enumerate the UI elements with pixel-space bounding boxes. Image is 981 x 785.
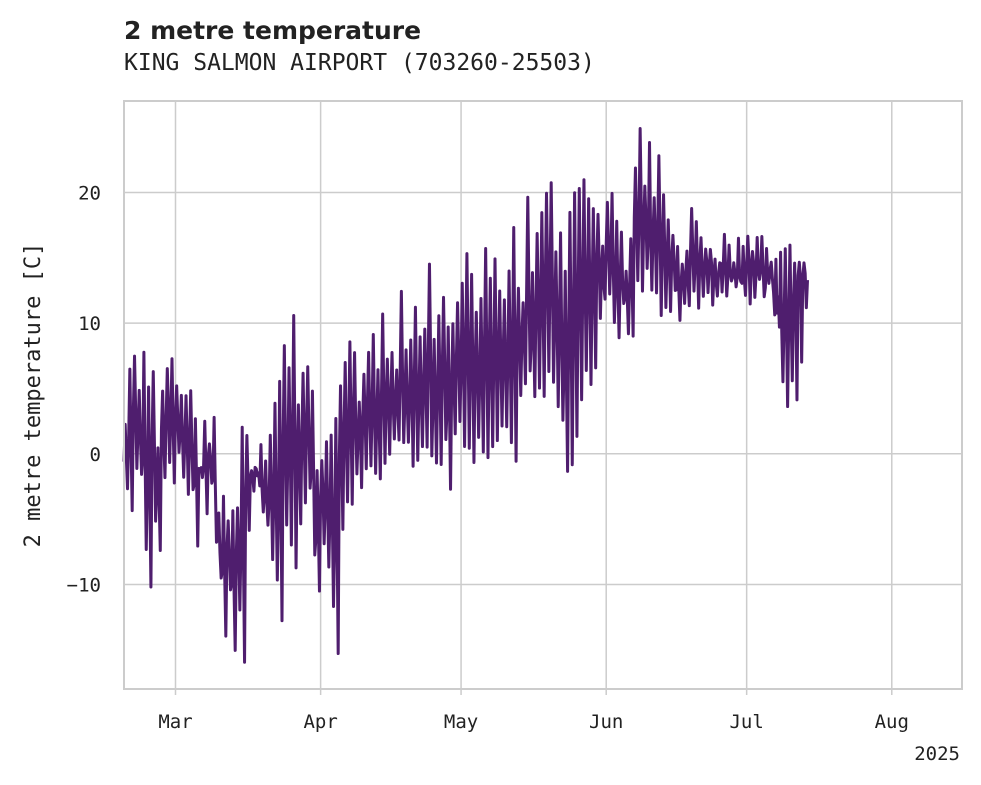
y-tick-label: −10 <box>67 574 101 596</box>
chart-subtitle: KING SALMON AIRPORT (703260-25503) <box>124 50 595 76</box>
temperature-series-line <box>122 126 810 664</box>
plot-frame <box>123 100 963 690</box>
y-tick-label: 0 <box>90 444 101 466</box>
x-tick-label: Jul <box>729 711 763 733</box>
x-tick-label: Jun <box>589 711 623 733</box>
y-tick-label: 10 <box>78 313 101 335</box>
x-tick-label: Aug <box>875 711 909 733</box>
y-tick-label: 20 <box>78 182 101 204</box>
x-axis-year-label: 2025 <box>914 743 960 765</box>
x-tick-label: Apr <box>303 711 337 733</box>
x-tick-label: Mar <box>158 711 192 733</box>
y-axis-label: 2 metre temperature [C] <box>21 243 46 548</box>
chart-title: 2 metre temperature <box>124 16 422 45</box>
x-tick-label: May <box>444 711 478 733</box>
axis-ticks: −10 0 10 20 Mar Apr May Jun Jul Aug <box>67 182 909 733</box>
